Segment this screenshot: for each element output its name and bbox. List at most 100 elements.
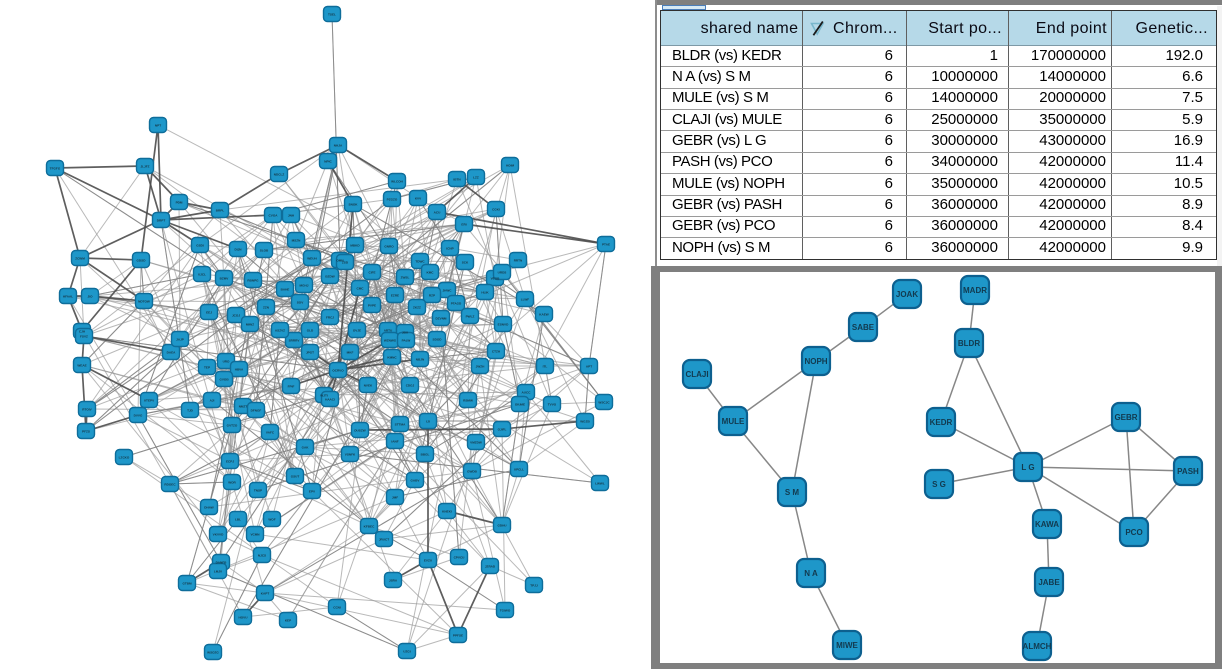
svg-text:SNOK: SNOK [349, 203, 359, 207]
svg-text:CMC: CMC [356, 287, 364, 291]
svg-text:KMC: KMC [426, 271, 434, 275]
svg-text:CVOA: CVOA [269, 214, 279, 218]
svg-text:OJIFL: OJIFL [498, 428, 507, 432]
svg-text:JCOJ: JCOJ [232, 314, 240, 318]
svg-text:OCRVO: OCRVO [332, 369, 344, 373]
svg-text:RDOEC: RDOEC [164, 483, 176, 487]
svg-text:ITL: ITL [543, 365, 548, 369]
svg-text:BRPL: BRPL [216, 209, 225, 213]
svg-text:EZRE: EZRE [391, 294, 399, 298]
svg-text:HFAAL: HFAAL [63, 295, 73, 299]
svg-text:FPIF: FPIF [288, 385, 295, 389]
svg-text:JBU: JBU [402, 331, 409, 335]
svg-text:EVZU: EVZU [424, 559, 433, 563]
svg-text:JHWC: JHWC [442, 289, 452, 293]
svg-text:MIWZ: MIWZ [246, 323, 254, 327]
svg-text:OIUME: OIUME [515, 403, 525, 407]
svg-text:RSMW: RSMW [463, 399, 473, 403]
svg-text:URDS: URDS [498, 271, 507, 275]
svg-text:WJTI: WJTI [320, 394, 328, 398]
svg-text:JWZH: JWZH [476, 365, 486, 369]
svg-text:PASH: PASH [1177, 467, 1199, 476]
svg-text:UPCLL: UPCLL [514, 468, 524, 472]
svg-text:JZRAD: JZRAD [485, 565, 496, 569]
svg-text:JIO: JIO [88, 295, 94, 299]
svg-text:TEP: TEP [204, 366, 210, 370]
svg-text:KMNC: KMNC [387, 356, 397, 360]
svg-text:PWLZ: PWLZ [466, 315, 475, 319]
svg-text:HAACI: HAACI [325, 398, 335, 402]
svg-text:LZZ: LZZ [473, 176, 479, 180]
svg-text:PDM: PDM [176, 201, 183, 205]
svg-text:IJI: IJI [426, 420, 430, 424]
svg-text:WOR: WOR [228, 481, 236, 485]
svg-text:JRUCT: JRUCT [379, 538, 389, 542]
svg-text:CCNI: CCNI [333, 606, 341, 610]
svg-text:TJD: TJD [187, 409, 194, 413]
svg-text:MULE: MULE [722, 417, 745, 426]
svg-text:DVVG: DVVG [134, 414, 143, 418]
svg-text:N A: N A [804, 569, 818, 578]
svg-text:JPGT: JPGT [306, 351, 314, 355]
svg-text:ZZN: ZZN [263, 306, 270, 310]
svg-text:GEBR: GEBR [1114, 413, 1137, 422]
svg-text:ESNVD: ESNVD [498, 323, 509, 327]
svg-text:CJH: CJH [79, 330, 86, 334]
svg-text:AJI: AJI [210, 399, 215, 403]
svg-text:EPV: EPV [309, 490, 316, 494]
svg-text:HBVA: HBVA [235, 368, 244, 372]
svg-text:EEJ: EEJ [206, 311, 212, 315]
svg-text:WOF: WOF [268, 518, 275, 522]
svg-text:JMF: JMF [392, 496, 398, 500]
svg-text:SCK: SCK [462, 261, 469, 265]
svg-text:RZP: RZP [429, 294, 435, 298]
svg-text:APT: APT [586, 365, 592, 369]
svg-text:IANF: IANF [391, 440, 398, 444]
svg-text:S M: S M [785, 488, 800, 497]
svg-text:WLCOH: WLCOH [391, 180, 403, 184]
svg-text:HOIM: HOIM [506, 164, 515, 168]
svg-text:UTEPV: UTEPV [144, 399, 155, 403]
svg-text:PTAGD: PTAGD [451, 302, 462, 306]
svg-text:GAK: GAK [302, 446, 310, 450]
svg-text:L G: L G [1021, 463, 1034, 472]
svg-text:RRTN: RRTN [514, 259, 523, 263]
svg-text:TNSP: TNSP [254, 489, 262, 493]
svg-text:SDOD: SDOD [433, 338, 443, 342]
svg-text:ARTU: ARTU [384, 329, 393, 333]
svg-text:TPJJ: TPJJ [530, 584, 538, 588]
svg-text:PZGZO: PZGZO [387, 198, 398, 202]
svg-text:KEP: KEP [285, 619, 291, 623]
svg-text:CIFE: CIFE [368, 271, 375, 275]
svg-text:HLIK: HLIK [481, 291, 489, 295]
svg-text:NHJA: NHJA [334, 144, 343, 148]
svg-text:UZGI: UZGI [403, 650, 411, 654]
svg-text:NJCS: NJCS [258, 554, 266, 558]
svg-text:BBGL: BBGL [421, 453, 430, 457]
svg-text:VEOB: VEOB [491, 277, 501, 281]
svg-text:PFZS: PFZS [82, 430, 90, 434]
svg-text:PVPE: PVPE [368, 304, 376, 308]
svg-text:ERI: ERI [461, 223, 466, 227]
svg-text:RBNPG: RBNPG [247, 279, 259, 283]
svg-text:TVVO: TVVO [548, 403, 557, 407]
svg-text:CGKI: CGKI [492, 208, 500, 212]
svg-text:NBJN: NBJN [416, 358, 425, 362]
svg-text:VKVVD: VKVVD [213, 533, 224, 537]
svg-text:WZNWG: WZNWG [384, 339, 397, 343]
svg-text:KAPT: KAPT [261, 592, 270, 596]
svg-text:DHAW: DHAW [204, 506, 214, 510]
svg-text:GVTZO: GVTZO [227, 424, 238, 428]
svg-text:ALMCH: ALMCH [1023, 642, 1052, 651]
svg-text:FSVZ: FSVZ [80, 335, 88, 339]
svg-text:URO: URO [223, 360, 230, 364]
svg-text:MADR: MADR [963, 286, 987, 295]
svg-text:CTZH: CTZH [492, 350, 501, 354]
svg-text:JSRA: JSRA [389, 579, 398, 583]
svg-text:KNEKI: KNEKI [442, 510, 452, 514]
svg-text:JABE: JABE [1038, 578, 1060, 587]
svg-text:MIWE: MIWE [836, 641, 858, 650]
svg-text:NOPH: NOPH [804, 357, 827, 366]
svg-text:ECPJ: ECPJ [226, 460, 234, 464]
svg-text:GSUT: GSUT [291, 475, 300, 479]
